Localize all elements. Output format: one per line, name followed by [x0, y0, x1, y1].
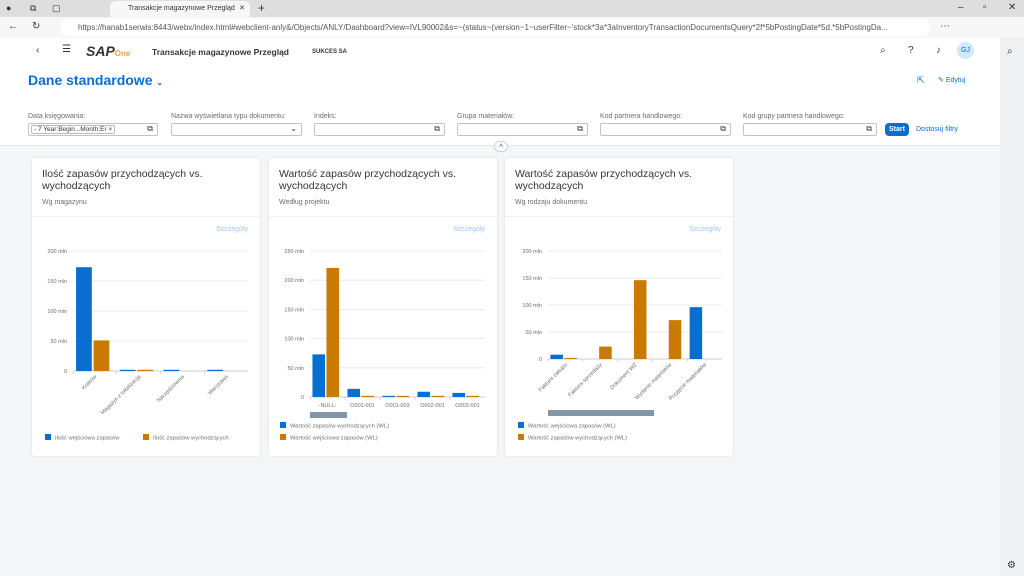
- adapt-filters-link[interactable]: Dostosuj filtry: [916, 126, 959, 133]
- profile-icon[interactable]: ●: [6, 3, 12, 13]
- filter-label: Indeks:: [314, 113, 337, 120]
- chevron-down-icon: ⌄: [156, 78, 164, 87]
- close-tab-icon[interactable]: ✕: [239, 5, 245, 12]
- edit-button[interactable]: ✎ Edytuj: [938, 77, 966, 84]
- search-icon[interactable]: ⌕: [1007, 46, 1013, 57]
- value-help-icon[interactable]: ⧉: [434, 124, 440, 133]
- sap-logo: SAPOne: [86, 43, 131, 59]
- filter-input[interactable]: ⌄: [171, 123, 302, 136]
- card-title: Wartość zapasów przychodzących vs. wycho…: [515, 168, 693, 192]
- refresh-icon[interactable]: ↻: [32, 21, 41, 32]
- card-subtitle: Według projektu: [279, 199, 330, 206]
- details-link[interactable]: Szczegóły: [216, 226, 248, 233]
- app-title: Transakcje magazynowe Przegląd: [152, 47, 290, 57]
- back-icon[interactable]: ‹: [36, 45, 40, 56]
- new-tab-icon[interactable]: +: [258, 1, 266, 15]
- back-icon[interactable]: ←: [8, 21, 18, 32]
- filter-input[interactable]: ⧉: [457, 123, 588, 136]
- minimize-icon[interactable]: –: [958, 2, 964, 13]
- card-subtitle: Wg magazynu: [42, 199, 87, 206]
- close-window-icon[interactable]: ✕: [1008, 2, 1017, 13]
- card-title: Wartość zapasów przychodzących vs. wycho…: [279, 168, 457, 192]
- value-help-icon[interactable]: ⧉: [147, 124, 153, 133]
- filter-label: Nazwa wyświetlana typu dokumentu:: [171, 113, 286, 120]
- card-title: Ilość zapasów przychodzących vs. wychodz…: [42, 168, 203, 192]
- chart-card[interactable]: Wartość zapasów przychodzących vs. wycho…: [269, 158, 497, 456]
- chart-card[interactable]: Wartość zapasów przychodzących vs. wycho…: [505, 158, 733, 456]
- restore-icon[interactable]: ▫: [983, 2, 987, 13]
- card-subtitle: Wg rodzaju dokumentu: [515, 199, 587, 206]
- filter-label: Data księgowania:: [28, 113, 86, 120]
- more-icon[interactable]: ⋯: [940, 21, 950, 32]
- company-name: SUKCES SA: [312, 49, 348, 55]
- search-icon[interactable]: ⌕: [880, 45, 886, 56]
- value-help-icon[interactable]: ⧉: [866, 124, 872, 133]
- divider: [269, 216, 497, 217]
- value-help-icon[interactable]: ⧉: [577, 124, 583, 133]
- details-link[interactable]: Szczegóły: [689, 226, 721, 233]
- filter-input[interactable]: ⧉: [743, 123, 877, 136]
- divider: [32, 216, 260, 217]
- url-field[interactable]: https://hanab1serwis:8443/webx/index.htm…: [60, 19, 930, 36]
- filter-label: Kod grupy partnera handlowego:: [743, 113, 845, 120]
- filter-input[interactable]: ⧉: [314, 123, 445, 136]
- filter-input[interactable]: - 7 Year:Begin...Month:Er × ⧉: [28, 123, 158, 136]
- menu-icon[interactable]: ☰: [62, 44, 71, 55]
- details-link[interactable]: Szczegóły: [453, 226, 485, 233]
- browser-tab[interactable]: Transakcje magazynowe Przegląd ✕: [110, 1, 250, 17]
- settings-icon[interactable]: ⚙: [1007, 560, 1016, 571]
- tab-actions-icon[interactable]: ▢: [52, 3, 61, 13]
- browser-tab-bar: ● ⧉ ▢ Transakcje magazynowe Przegląd ✕ + …: [0, 0, 1024, 17]
- filter-label: Grupa materiałów:: [457, 113, 515, 120]
- edge-sidebar: ⌕ ⚙: [1000, 38, 1024, 576]
- variant-selector[interactable]: Dane standardowe ⌄: [28, 72, 164, 88]
- workspaces-icon[interactable]: ⧉: [30, 3, 37, 13]
- avatar[interactable]: GJ: [957, 42, 974, 59]
- collapse-header-button[interactable]: ˄: [494, 141, 508, 152]
- help-icon[interactable]: ?: [908, 45, 914, 56]
- filter-token[interactable]: - 7 Year:Begin...Month:Er ×: [31, 125, 116, 134]
- start-button[interactable]: Start: [885, 123, 909, 136]
- filter-input[interactable]: ⧉: [600, 123, 731, 136]
- notifications-icon[interactable]: ♪: [936, 45, 941, 56]
- page-header: ‹ ☰ SAPOne Transakcje magazynowe Przeglą…: [0, 38, 1000, 152]
- value-help-icon[interactable]: ⧉: [720, 124, 726, 133]
- filter-label: Kod partnera handlowego:: [600, 113, 683, 120]
- divider: [505, 216, 733, 217]
- chevron-down-icon[interactable]: ⌄: [290, 124, 297, 133]
- share-icon[interactable]: ⇱: [917, 75, 925, 85]
- chart-card[interactable]: Ilość zapasów przychodzących vs. wychodz…: [32, 158, 260, 456]
